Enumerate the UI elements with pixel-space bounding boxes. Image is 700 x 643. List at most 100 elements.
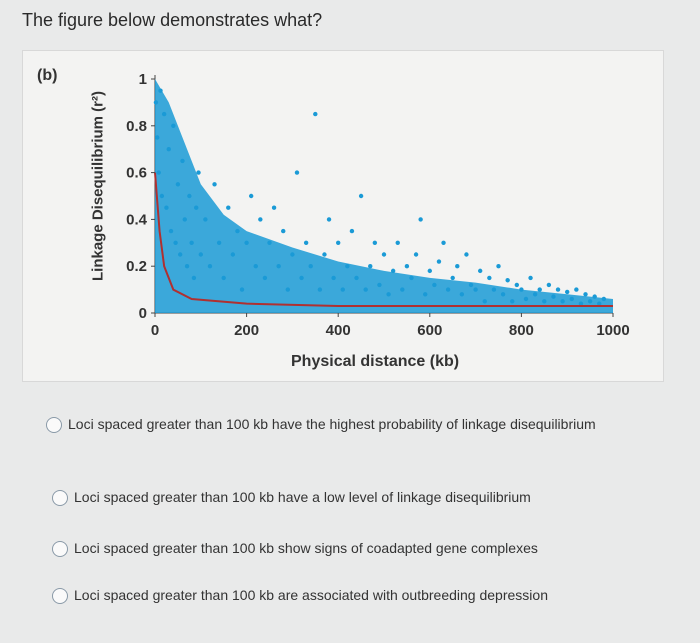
scatter-point [230,252,236,257]
scatter-point [565,289,570,295]
radio-button[interactable] [46,417,62,433]
scatter-point [523,296,529,302]
answer-option-1[interactable]: Loci spaced greater than 100 kb have the… [46,414,606,434]
scatter-point [505,278,510,283]
scatter-point [184,264,190,269]
scatter-point [372,240,378,245]
scatter-point [377,282,382,288]
x-tick-label: 800 [509,322,534,339]
scatter-point [173,240,178,245]
scatter-point [198,252,203,257]
x-tick-label: 400 [326,322,351,339]
scatter-point [441,240,446,245]
scatter-point [542,299,547,304]
scatter-point [381,252,387,257]
scatter-point [551,294,556,299]
y-tick-label: 0.2 [126,258,147,275]
scatter-point [166,147,171,152]
y-tick-label: 0.4 [126,211,148,228]
x-axis-label: Physical distance (kb) [291,353,460,370]
scatter-point [450,275,455,281]
ld-scatter-chart: 0 200 400 600 800 1000 0 0.2 0.4 0.6 0.8 1 [126,71,630,339]
scatter-point [519,287,524,292]
scatter-point [368,264,373,269]
scatter-point [258,217,263,222]
scatter-point [363,287,368,292]
scatter-point [155,135,160,140]
scatter-point [468,282,474,288]
radio-button[interactable] [52,490,68,506]
answer-option-4[interactable]: Loci spaced greater than 100 kb are asso… [52,585,672,605]
scatter-point [212,182,217,187]
scatter-point [546,282,552,288]
trend-line [154,172,613,307]
scatter-point [175,182,181,187]
scatter-point [532,292,538,297]
scatter-point [326,217,332,222]
scatter-point [168,228,174,234]
scatter-point [171,123,176,128]
data-density-band [155,79,613,313]
scatter-point [390,268,396,274]
scatter-point [340,287,345,292]
scatter-point [303,240,309,245]
scatter-point [409,275,414,281]
answer-option-3[interactable]: Loci spaced greater than 100 kb show sig… [52,538,652,558]
scatter-point [500,292,506,297]
scatter-point [354,275,359,281]
scatter-point [308,264,313,269]
scatter-point [331,275,336,281]
scatter-point [317,287,323,292]
scatter-point [313,111,318,117]
y-tick-label: 0 [139,305,147,322]
scatter-point [187,193,192,199]
scatter-point [161,111,167,117]
scatter-point [156,170,161,175]
scatter-point [294,170,300,175]
scatter-point [349,228,355,234]
radio-button[interactable] [52,541,68,557]
scatter-point [285,287,291,292]
scatter-point [464,252,469,257]
scatter-point [528,275,533,281]
scatter-point [491,287,497,292]
scatter-point [510,299,515,304]
answer-option-label: Loci spaced greater than 100 kb show sig… [74,540,538,556]
scatter-point [177,252,183,257]
scatter-point [574,287,579,292]
scatter-point [182,217,187,222]
scatter-point [226,205,231,210]
x-tick-label: 200 [234,322,259,339]
scatter-point [216,240,222,245]
scatter-point [601,296,607,302]
scatter-point [427,268,432,274]
scatter-point [336,240,341,245]
figure-panel: (b) Linkage Disequilibrium (r²) 0 200 400 6… [22,50,664,382]
scatter-point [262,275,268,281]
scatter-point [235,228,240,234]
y-tick-label: 0.8 [126,118,147,135]
scatter-point [203,217,208,222]
scatter-point [322,252,327,257]
scatter-point [436,259,442,264]
scatter-point [592,294,597,299]
answer-option-2[interactable]: Loci spaced greater than 100 kb have a l… [52,487,652,507]
question-text: The figure below demonstrates what? [22,10,323,30]
scatter-point [345,264,350,269]
scatter-point [153,100,159,105]
answer-option-label: Loci spaced greater than 100 kb have the… [68,416,596,432]
y-tick-label: 1 [139,71,147,88]
scatter-point [400,287,405,292]
scatter-point [221,275,226,281]
scatter-point [578,301,584,306]
answer-option-label: Loci spaced greater than 100 kb have a l… [74,489,531,505]
scatter-point [432,282,437,288]
scatter-point [239,287,245,292]
scatter-point [583,292,588,297]
scatter-point [271,205,277,210]
scatter-point [413,252,419,257]
scatter-point [477,268,483,274]
radio-button[interactable] [52,588,68,604]
scatter-point [455,264,460,269]
panel-label: (b) [37,67,58,84]
